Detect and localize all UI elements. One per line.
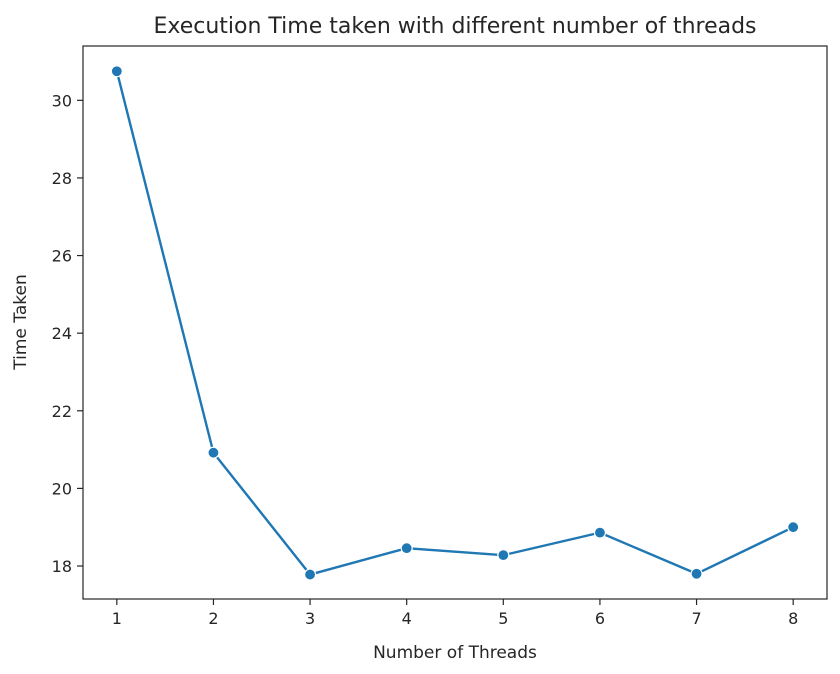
x-axis-label: Number of Threads	[373, 643, 537, 663]
x-axis: 1 2 3 4 5 6 7 8	[112, 599, 798, 628]
y-tick-label-7: 30	[52, 91, 72, 110]
series-markers	[110, 65, 800, 581]
x-tick-label-2: 2	[208, 609, 218, 628]
data-point-7	[690, 567, 703, 580]
x-tick-label-6: 6	[595, 609, 605, 628]
data-point-8	[787, 521, 800, 534]
y-tick-label-4: 24	[52, 324, 72, 343]
y-axis-label: Time Taken	[11, 274, 31, 370]
x-tick-label-5: 5	[498, 609, 508, 628]
series-line	[115, 70, 794, 576]
data-point-4	[400, 542, 413, 555]
x-tick-label-4: 4	[402, 609, 412, 628]
y-tick-label-2: 20	[52, 479, 72, 498]
y-tick-label-6: 28	[52, 169, 72, 188]
y-tick-label-5: 26	[52, 247, 72, 266]
y-axis: 18 20 22 24 26 28 30	[52, 91, 83, 576]
chart-title: Execution Time taken with different numb…	[153, 14, 756, 39]
data-point-6	[593, 526, 607, 539]
data-point-5	[497, 549, 510, 562]
x-tick-label-8: 8	[788, 609, 798, 628]
data-point-2	[207, 446, 220, 459]
x-tick-label-3: 3	[305, 609, 315, 628]
y-tick-label-1: 18	[52, 557, 72, 576]
data-point-1	[110, 65, 123, 78]
data-point-3	[303, 568, 317, 581]
x-tick-label-7: 7	[691, 609, 701, 628]
y-tick-label-3: 22	[52, 402, 72, 421]
plot-frame	[82, 45, 828, 600]
x-tick-label-1: 1	[112, 609, 122, 628]
